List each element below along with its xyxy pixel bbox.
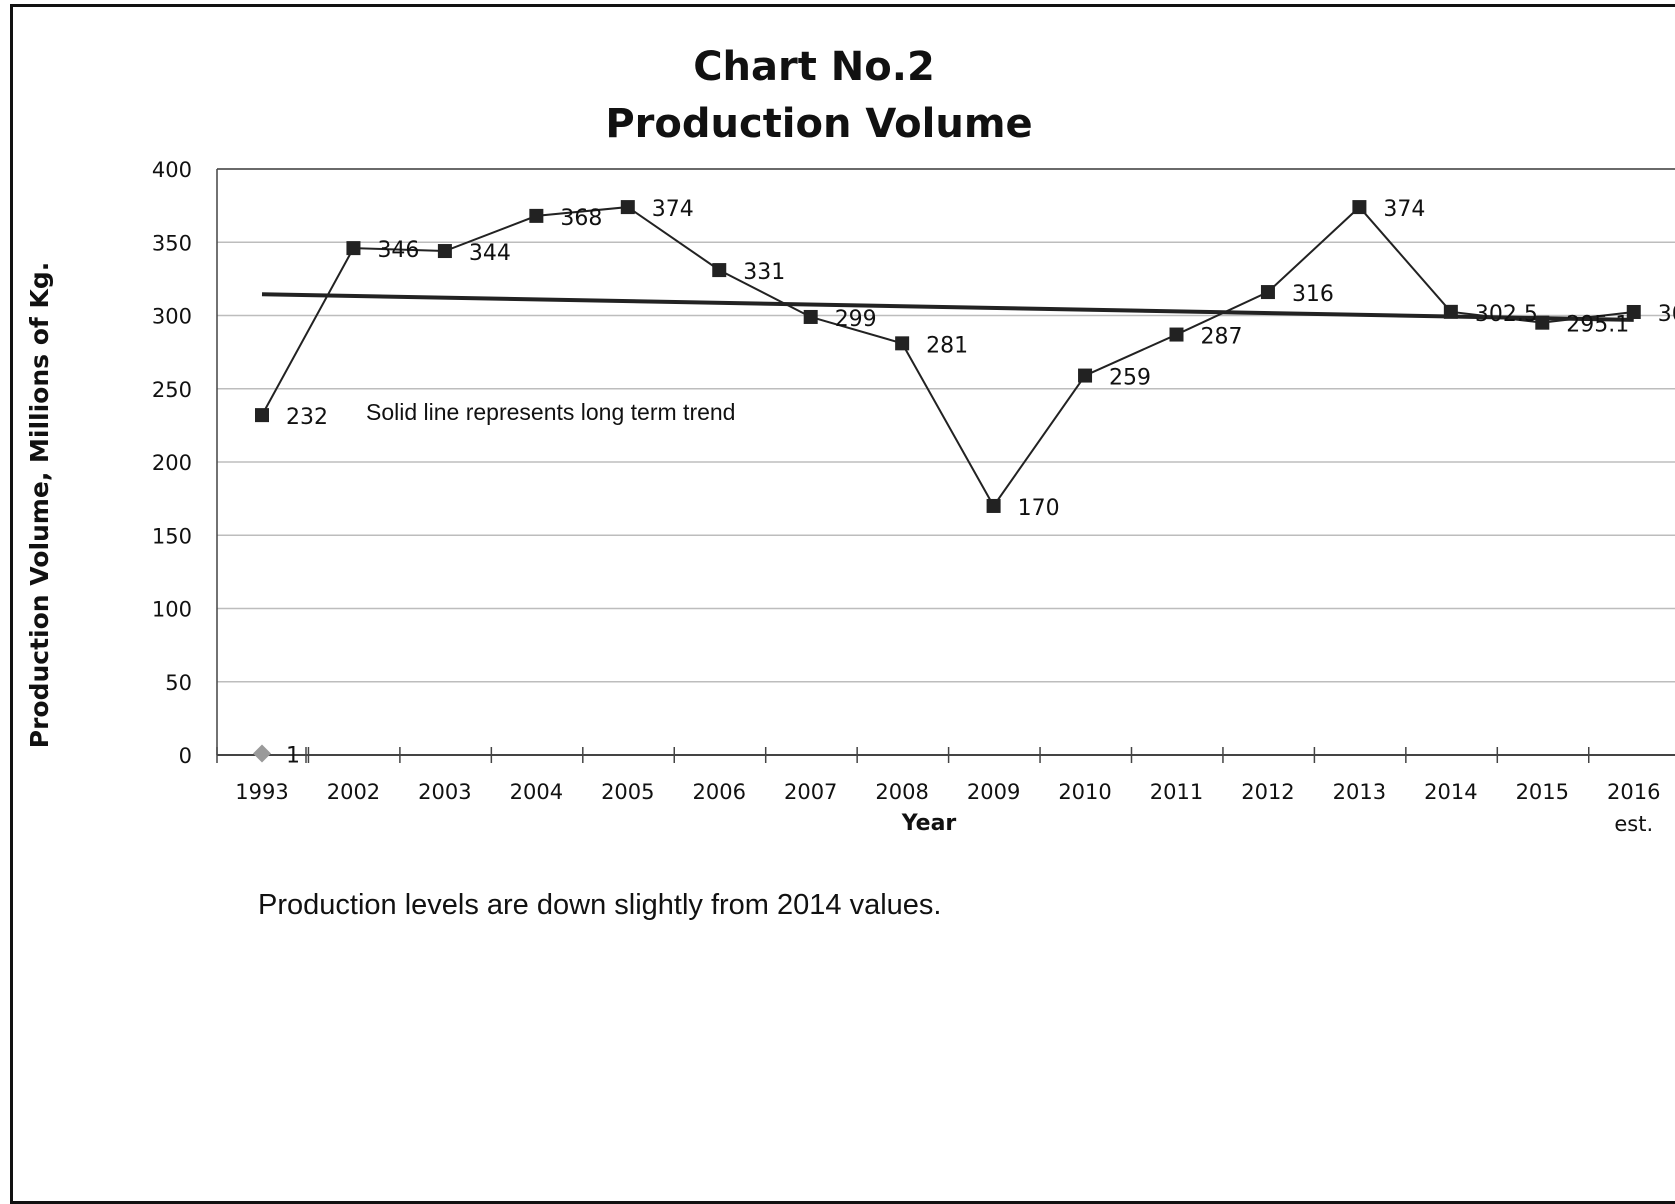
data-point [1443,304,1458,319]
data-point [620,200,635,215]
x-tick-label: 2012 [1241,780,1294,804]
trend-line [261,292,1634,322]
x-tick-label: 2003 [418,780,471,804]
x-tick-sublabel: est. [1614,812,1653,836]
data-label: 302.4 [1658,302,1675,327]
x-tick-label: 2008 [875,780,928,804]
x-tick-label: 2007 [784,780,837,804]
y-tick-label: 400 [152,158,192,182]
data-label: 344 [469,241,511,266]
x-tick-label: 2005 [601,780,654,804]
data-label: 331 [743,260,785,285]
x-tick-label: 2014 [1424,780,1477,804]
data-label: 316 [1292,282,1334,307]
y-tick-label: 0 [179,744,192,768]
data-label: 281 [926,333,968,358]
caption-text: Production levels are down slightly from… [258,889,941,921]
data-label: 1 [286,744,300,769]
y-tick-label: 200 [152,451,192,475]
data-point [255,408,269,423]
x-tick-label: 2004 [510,780,563,804]
data-label: 287 [1201,325,1243,350]
trend-note: Solid line represents long term trend [366,399,735,425]
y-tick-label: 350 [152,231,192,255]
x-tick-label: 2002 [327,780,380,804]
data-point [1260,285,1275,300]
y-axis-label: Production Volume, Millions of Kg. [25,262,54,749]
x-tick-label: 2015 [1516,780,1569,804]
x-tick-label: 2011 [1150,780,1203,804]
chart-title: Chart No.2 [693,44,935,90]
data-label: 374 [1383,197,1425,222]
y-tick-label: 150 [152,524,192,548]
data-label: 299 [835,307,877,332]
x-tick-label: 1993 [235,780,288,804]
y-tick-label: 250 [152,378,192,402]
data-point [986,498,1001,513]
y-tick-labels: 0 50 100 150 200 250 300 350 400 [152,158,192,768]
data-label: 259 [1109,366,1151,391]
data-point [1169,327,1184,342]
data-label: 346 [377,238,419,263]
grid-lines [217,168,1675,683]
y-tick-label: 300 [152,305,192,329]
x-axis-label: Year [901,811,957,836]
x-tick-label: 2016 [1607,780,1660,804]
x-tick-label: 2010 [1058,780,1111,804]
data-point [1626,304,1641,319]
data-point [803,309,818,324]
data-label: 232 [286,405,328,430]
data-label: 302.5 [1475,302,1538,327]
x-tick-labels: 1993 2002 2003 2004 2005 2006 2007 2008 2009 2010… [235,780,1660,836]
data-point [437,244,452,259]
x-tick-label: 2009 [967,780,1020,804]
y-tick-label: 50 [165,671,192,695]
x-tick-label: 2006 [693,780,746,804]
data-point [1352,200,1367,215]
axes [216,168,1675,763]
chart-svg: Chart No.2 Production Volume 0 50 100 150 20… [25,44,1675,921]
trend-line-path [261,292,1634,322]
chart-subtitle: Production Volume [605,101,1032,147]
data-series: 232 346 344 368 374 331 299 281 170 259 287 316 374 3… [253,197,1675,769]
data-label: 368 [560,206,602,231]
data-point [529,208,544,223]
data-point [895,336,910,351]
series-line [261,205,1634,508]
data-point [1078,368,1093,383]
data-point [712,263,727,278]
data-label: 170 [1018,496,1060,521]
x-tick-label: 2013 [1333,780,1386,804]
data-label: 295.1 [1566,313,1629,338]
y-tick-label: 100 [152,598,192,622]
data-point [346,241,361,256]
data-point [253,744,271,763]
data-point [1535,315,1550,330]
data-label: 374 [652,197,694,222]
